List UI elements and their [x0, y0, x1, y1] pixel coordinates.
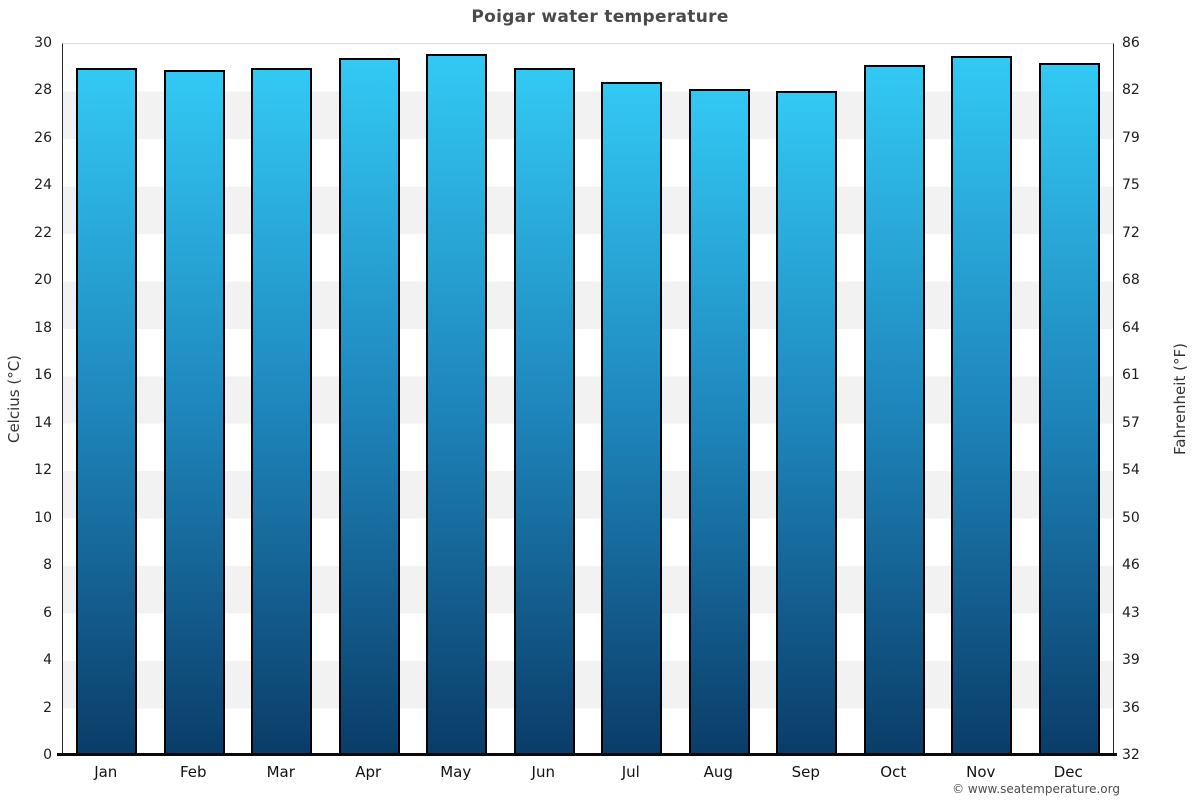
bar-jun	[513, 67, 575, 756]
y-tick-fahrenheit-50: 50	[1122, 509, 1140, 526]
y-tick-fahrenheit-32: 32	[1122, 747, 1140, 763]
bar-mar	[251, 67, 313, 756]
y-tick-celsius-26: 26	[34, 129, 52, 146]
y-tick-celsius-28: 28	[34, 82, 52, 99]
bar-apr	[338, 58, 400, 756]
y-tick-celsius-0: 0	[43, 747, 52, 763]
y-tick-fahrenheit-39: 39	[1122, 652, 1140, 669]
x-tick-label-aug: Aug	[703, 763, 733, 781]
x-tick-label-mar: Mar	[266, 763, 295, 781]
x-tick-label-jun: Jun	[531, 763, 555, 781]
bar-oct	[863, 65, 925, 756]
y-tick-fahrenheit-75: 75	[1122, 177, 1140, 194]
y-tick-celsius-24: 24	[34, 177, 52, 194]
y-tick-fahrenheit-57: 57	[1122, 414, 1140, 431]
y-tick-celsius-16: 16	[34, 367, 52, 384]
bar-jul	[601, 81, 663, 756]
x-tick-label-sep: Sep	[791, 763, 820, 781]
y-tick-celsius-8: 8	[43, 557, 52, 574]
y-tick-celsius-20: 20	[34, 272, 52, 289]
y-tick-celsius-22: 22	[34, 224, 52, 241]
watermark: © www.seatemperature.org	[952, 782, 1120, 796]
y-tick-fahrenheit-72: 72	[1122, 224, 1140, 241]
y-tick-fahrenheit-86: 86	[1122, 35, 1140, 51]
x-tick-label-apr: Apr	[355, 763, 382, 781]
y-tick-fahrenheit-36: 36	[1122, 699, 1140, 716]
y-tick-celsius-14: 14	[34, 414, 52, 431]
x-tick-label-nov: Nov	[966, 763, 996, 781]
y-tick-fahrenheit-43: 43	[1122, 604, 1140, 621]
x-tick-label-feb: Feb	[179, 763, 207, 781]
y-tick-celsius-18: 18	[34, 319, 52, 336]
y-tick-fahrenheit-79: 79	[1122, 129, 1140, 146]
x-tick-label-oct: Oct	[880, 763, 907, 781]
x-axis-line	[57, 753, 1117, 756]
bar-dec	[1038, 63, 1100, 756]
bar-jan	[76, 67, 138, 756]
bar-feb	[163, 70, 225, 756]
y-tick-celsius-6: 6	[43, 604, 52, 621]
bar-sep	[776, 91, 838, 756]
bar-aug	[688, 89, 750, 756]
y-tick-celsius-4: 4	[43, 652, 52, 669]
chart-title: Poigar water temperature	[471, 7, 729, 27]
y-axis-title-fahrenheit: Fahrenheit (°F)	[1171, 343, 1189, 455]
y-tick-fahrenheit-68: 68	[1122, 272, 1140, 289]
y-tick-fahrenheit-61: 61	[1122, 367, 1140, 384]
plot-area	[62, 43, 1114, 756]
y-tick-fahrenheit-54: 54	[1122, 462, 1140, 479]
bar-may	[426, 53, 488, 756]
y-tick-celsius-12: 12	[34, 462, 52, 479]
y-tick-fahrenheit-82: 82	[1122, 82, 1140, 99]
y-axis-title-celsius: Celcius (°C)	[5, 354, 23, 444]
y-tick-celsius-10: 10	[34, 509, 52, 526]
y-tick-celsius-30: 30	[34, 35, 52, 51]
y-tick-fahrenheit-64: 64	[1122, 319, 1140, 336]
y-tick-fahrenheit-46: 46	[1122, 557, 1140, 574]
y-tick-celsius-2: 2	[43, 699, 52, 716]
x-tick-label-dec: Dec	[1053, 763, 1083, 781]
x-tick-label-jan: Jan	[94, 763, 118, 781]
x-tick-label-jul: Jul	[621, 763, 640, 781]
bar-nov	[951, 55, 1013, 756]
x-tick-label-may: May	[440, 763, 472, 781]
